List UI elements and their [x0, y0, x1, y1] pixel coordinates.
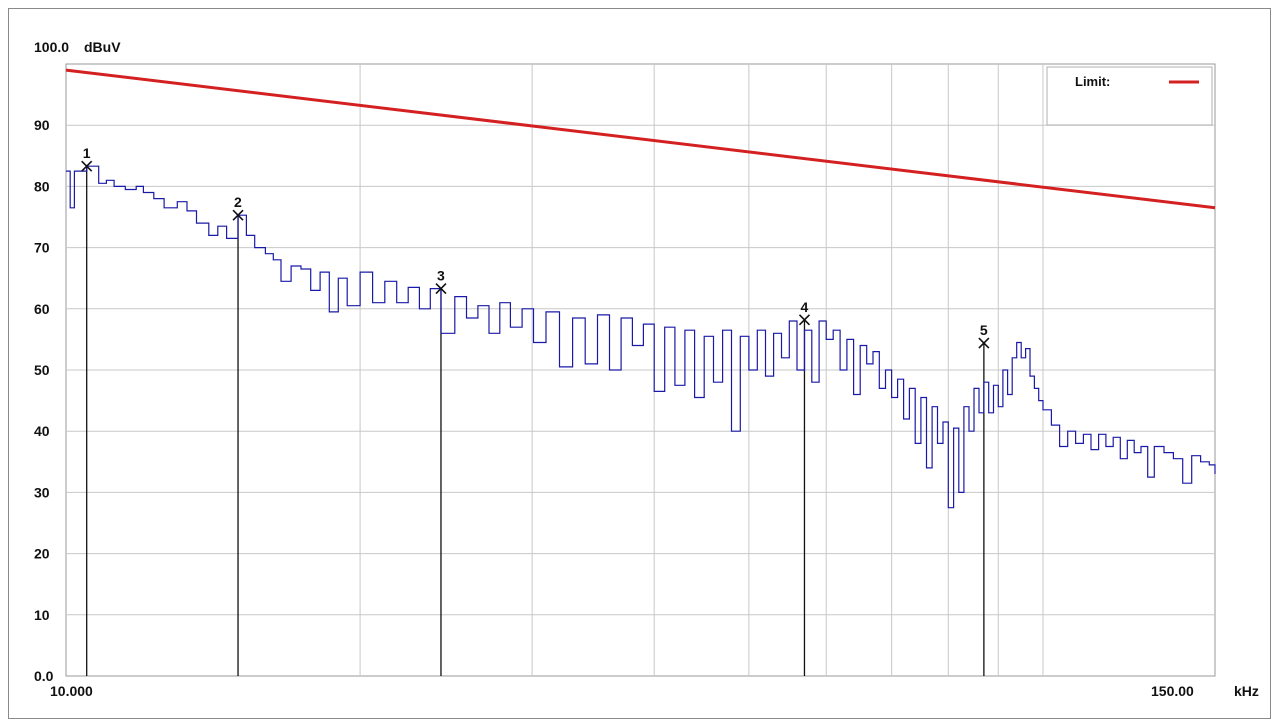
y-tick-label: 80	[34, 178, 50, 194]
measurement-line	[66, 165, 1216, 509]
y-tick-label: 50	[34, 362, 50, 378]
y-tick-label: 0.0	[34, 668, 54, 684]
marker-cross-1	[81, 160, 93, 172]
legend-box	[1046, 66, 1213, 126]
legend: Limit:	[1046, 66, 1213, 126]
y-tick-label: 70	[34, 240, 50, 256]
gridlines	[66, 64, 1215, 676]
x-tick-label: 150.00	[1151, 683, 1194, 699]
y-unit-label: dBuV	[84, 39, 121, 55]
marker-label-4: 4	[800, 299, 808, 315]
y-tick-label: 20	[34, 546, 50, 562]
marker-cross-3	[435, 283, 447, 295]
marker-label-5: 5	[980, 322, 988, 338]
y-tick-label: 100.0	[34, 39, 69, 55]
chart-frame: 100.0 90 80 70 60 50 40 30 20 10 0.0 dBuV 10.000 15…	[8, 8, 1271, 719]
marker-cross-2	[232, 209, 244, 221]
x-tick-label: 10.000	[50, 683, 93, 699]
marker-label-1: 1	[83, 145, 91, 161]
marker-label-3: 3	[437, 268, 445, 284]
y-tick-label: 30	[34, 484, 50, 500]
marker-cross-5	[978, 337, 990, 349]
y-tick-label: 60	[34, 301, 50, 317]
legend-label-limit: Limit:	[1075, 74, 1110, 89]
peak-markers: 1 2 3 4 5	[81, 145, 990, 349]
x-tick-labels: 10.000 150.00	[50, 683, 1194, 699]
marker-cross-4	[798, 314, 811, 326]
y-tick-label: 90	[34, 117, 50, 133]
y-tick-label: 40	[34, 423, 50, 439]
x-unit-label: kHz	[1234, 683, 1259, 699]
marker-label-2: 2	[234, 194, 242, 210]
limit-line	[65, 68, 1216, 210]
y-tick-label: 10	[34, 607, 50, 623]
